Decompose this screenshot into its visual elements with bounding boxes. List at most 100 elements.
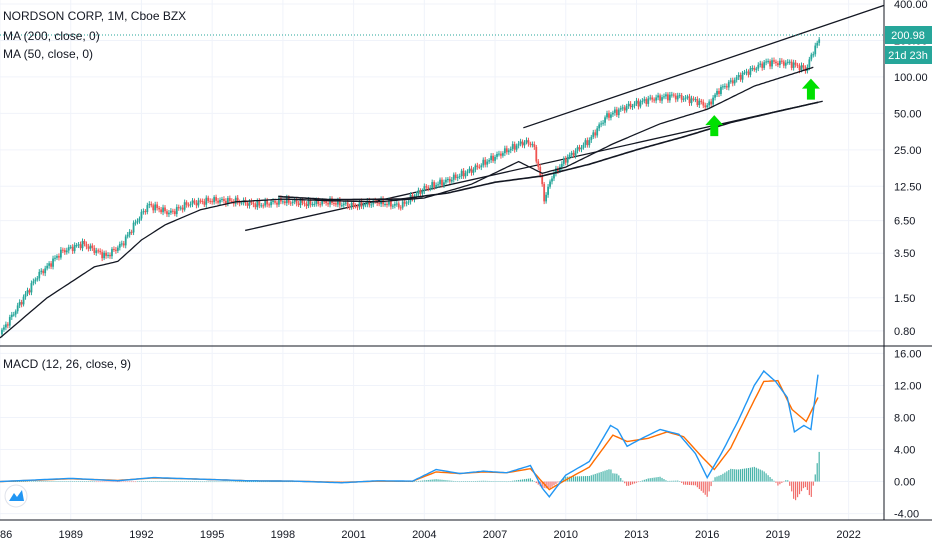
macd-histogram-bar xyxy=(612,473,614,482)
ma50-line xyxy=(0,66,814,339)
candle-up xyxy=(458,176,461,178)
ma200-line xyxy=(278,101,819,201)
macd-histogram-bar xyxy=(419,480,421,482)
candle-up xyxy=(285,197,288,204)
macd-histogram-bar xyxy=(237,481,239,483)
candle-down xyxy=(680,95,683,100)
candle-up xyxy=(818,39,821,43)
green-up-arrow-icon xyxy=(801,78,820,100)
macd-histogram-bar xyxy=(217,481,219,483)
candle-up xyxy=(240,202,243,204)
macd-histogram-bar xyxy=(48,481,50,482)
candle-down xyxy=(201,200,204,202)
macd-histogram-bar xyxy=(464,481,467,482)
macd-histogram-bar xyxy=(209,481,211,483)
candle-up xyxy=(446,178,449,180)
macd-histogram-bar xyxy=(557,481,559,483)
macd-histogram-bar xyxy=(117,481,119,483)
candle-up xyxy=(684,97,687,99)
candle-up xyxy=(439,179,441,185)
macd-histogram-bar xyxy=(290,481,292,483)
macd-histogram-bar xyxy=(286,481,288,483)
candle-down xyxy=(700,100,703,102)
candle-up xyxy=(657,95,659,98)
macd-histogram-bar xyxy=(722,473,724,482)
candle-down xyxy=(659,95,661,101)
macd-histogram-bar xyxy=(284,481,286,483)
candle-up xyxy=(741,72,744,80)
candle-up xyxy=(213,197,216,203)
macd-tick-label: 4.00 xyxy=(894,445,915,457)
candle-down xyxy=(541,175,544,185)
macd-histogram-bar xyxy=(684,481,687,485)
candle-down xyxy=(796,64,799,66)
candle-up xyxy=(205,197,208,205)
macd-histogram-bar xyxy=(457,481,459,482)
tradingview-logo-icon[interactable] xyxy=(4,484,28,508)
candle-up xyxy=(619,108,622,110)
macd-histogram-bar xyxy=(783,481,785,483)
macd-histogram-bar xyxy=(512,480,514,482)
candle-down xyxy=(150,203,153,206)
candle-down xyxy=(753,68,756,70)
macd-histogram-bar xyxy=(743,468,746,482)
candle-down xyxy=(354,206,357,208)
macd-histogram-bar xyxy=(639,481,642,482)
macd-histogram-bar xyxy=(288,481,290,483)
candle-down xyxy=(173,211,176,215)
macd-line xyxy=(0,369,819,498)
candle-up xyxy=(450,179,453,182)
macd-histogram-bar xyxy=(123,481,125,483)
macd-histogram-bar xyxy=(282,481,284,483)
macd-histogram-bar xyxy=(142,481,145,482)
macd-histogram-bar xyxy=(148,481,150,482)
macd-histogram-bar xyxy=(728,470,730,482)
macd-histogram-bar xyxy=(525,478,528,482)
macd-histogram-bar xyxy=(105,481,107,483)
candle-up xyxy=(800,65,803,71)
macd-histogram-bar xyxy=(763,471,765,482)
candle-up xyxy=(136,220,139,223)
candle-up xyxy=(511,144,514,149)
candle-up xyxy=(384,204,386,206)
candle-up xyxy=(342,203,345,206)
candle-up xyxy=(592,132,595,137)
macd-histogram-bar xyxy=(431,479,433,482)
macd-histogram-bar xyxy=(262,481,264,483)
macd-histogram-bar xyxy=(443,479,445,482)
macd-histogram-bar xyxy=(103,481,105,483)
macd-histogram-bar xyxy=(140,481,143,482)
macd-histogram-bar xyxy=(659,476,661,482)
macd-histogram-bar xyxy=(812,481,814,486)
candle-down xyxy=(399,207,402,209)
candle-down xyxy=(731,80,734,84)
candle-up xyxy=(472,169,475,173)
macd-histogram-bar xyxy=(555,481,557,484)
macd-histogram-bar xyxy=(162,481,164,482)
macd-histogram-bar xyxy=(62,481,64,482)
macd-histogram-bar xyxy=(549,481,551,489)
candle-up xyxy=(743,72,746,74)
macd-histogram-bar xyxy=(818,451,820,482)
candle-down xyxy=(513,144,516,150)
macd-histogram-bar xyxy=(755,467,757,482)
macd-histogram-bar xyxy=(494,481,496,482)
macd-histogram-bar xyxy=(796,481,799,498)
macd-histogram-bar xyxy=(178,481,180,482)
macd-histogram-bar xyxy=(42,481,44,482)
macd-pane xyxy=(0,369,820,501)
candle-up xyxy=(551,178,553,182)
candle-down xyxy=(696,99,699,106)
candle-down xyxy=(238,202,241,204)
candle-down xyxy=(193,200,196,203)
macd-histogram-bar xyxy=(166,481,168,482)
candle-down xyxy=(97,250,100,252)
macd-histogram-bar xyxy=(131,481,133,483)
time-tick-label: 2001 xyxy=(341,529,365,541)
candle-up xyxy=(18,302,21,306)
macd-histogram-bar xyxy=(700,481,702,491)
macd-histogram-bar xyxy=(628,481,630,486)
macd-histogram-bar xyxy=(708,481,710,492)
candle-up xyxy=(89,245,92,249)
macd-histogram-bar xyxy=(806,481,808,490)
